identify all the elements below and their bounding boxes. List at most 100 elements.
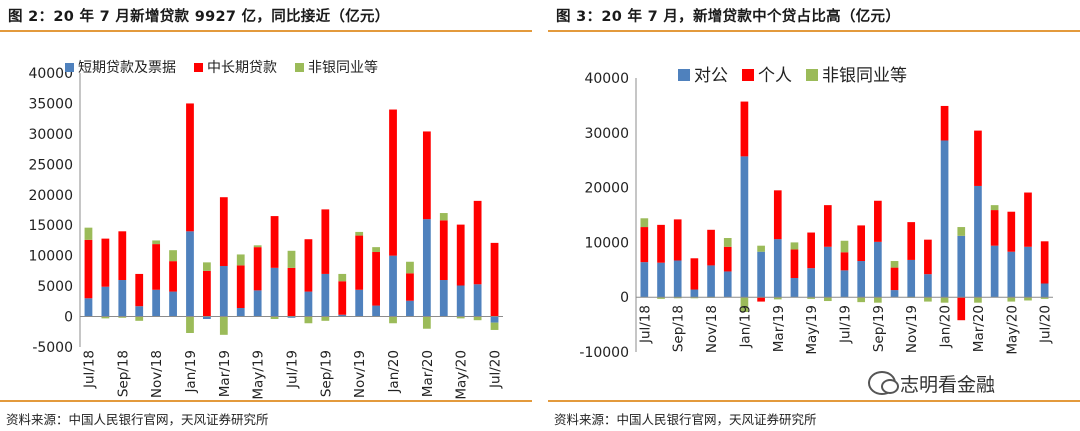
bar-feb-19-series [757,297,765,302]
bar-dec-19-series [924,274,932,298]
left-figure-title: 图 2：20 年 7 月新增贷款 9927 亿，同比接近（亿元） [8,9,390,25]
x-tick-label: Jan/19 [183,350,199,394]
bar-mar-19-series [219,316,228,335]
x-tick-label: Nov/19 [904,305,920,353]
bar-may-19-series [253,290,262,317]
bar-jul-19-series [287,250,296,268]
bar-oct-18-series [135,316,144,321]
x-tick-label: Jul/20 [488,350,504,389]
bar-oct-18-series [690,258,699,290]
x-tick-label: Mar/19 [771,305,787,352]
bar-apr-19-series [236,254,245,266]
x-tick-label: May/20 [454,350,470,400]
left-figure-panel: 图 2：20 年 7 月新增贷款 9927 亿，同比接近（亿元） -5000 0 5… [0,0,532,431]
y-tick-label: 35000 [28,96,73,112]
legend-label: 个人 [758,66,792,86]
y-tick-label: 15000 [28,218,73,234]
bar-jul-19-series [287,267,296,317]
bar-mar-19-series [219,197,228,267]
legend-swatch [806,69,818,81]
bar-jul-18-series [640,262,649,298]
bar-aug-18-series [101,238,110,287]
right-stacked-bar-chart: -10000 0 10000 20000 30000 40000 Jul/18 Sep/18 N… [579,66,1053,361]
bar-jul-20-series [1040,283,1049,298]
bar-oct-18-series [690,297,699,299]
bar-oct-19-series [338,281,347,315]
bar-dec-19-series [924,239,932,275]
bar-jul-19-series [840,240,849,253]
y-tick-label: 30000 [28,127,73,143]
bar-jan-19-series [740,101,749,157]
bar-jan-20-series [389,316,397,324]
legend-label: 中长期贷款 [207,60,277,76]
bar-dec-18-series [169,261,177,292]
bar-mar-20-series [974,297,982,303]
bar-aug-19-series [857,297,866,303]
y-tick-label: 20000 [28,188,73,204]
x-tick-label: Mar/19 [217,350,233,397]
bar-dec-18-series [169,291,177,317]
bar-may-19-series [807,268,815,298]
left-title-divider [0,30,532,32]
bar-mar-19-series [773,190,782,240]
bar-may-20-series [1007,211,1016,252]
bar-sep-18-series [118,316,127,318]
bar-may-19-series [807,232,815,269]
bar-jun-19-series [823,246,832,298]
bar-apr-19-series [236,308,245,317]
bar-sep-18-series [118,231,127,281]
bar-oct-18-series [135,273,144,307]
bar-jan-19-series [186,103,194,232]
bar-apr-19-series [236,265,245,309]
bar-jan-20-series [940,140,949,298]
bar-mar-19-series [219,266,228,317]
x-tick-label: Sep/19 [318,350,334,397]
x-tick-label: Sep/19 [871,305,887,352]
legend-swatch [194,63,203,72]
bar-jan-20-series [389,255,397,317]
x-tick-label: Jul/19 [285,350,301,389]
left-source-note: 资料来源：中国人民银行官网，天风证券研究所 [6,412,269,427]
bar-jul-19-series [840,252,849,271]
bar-jul-18-series [84,227,93,240]
bar-nov-19-series [907,222,916,260]
y-tick-label: 20000 [584,181,629,197]
bar-may-20-series [1007,251,1016,298]
bar-mar-20-series [974,185,982,298]
bar-feb-19-series [203,270,211,317]
bar-sep-19-series [321,273,330,317]
bar-jun-20-series [473,316,482,321]
bar-jun-20-series [1024,246,1032,298]
x-tick-label: Jan/20 [938,305,954,349]
bar-jan-20-series [940,105,949,141]
bar-jul-18-series [640,218,649,228]
x-tick-label: Jul/19 [838,305,854,344]
bar-may-20-series [1007,297,1016,302]
bar-sep-19-series [874,297,882,303]
x-tick-label: Jul/18 [81,350,97,389]
bar-dec-19-series [924,297,932,302]
x-tick-label: Nov/18 [149,350,165,398]
bar-feb-20-series [957,227,966,236]
bar-oct-19-series [890,267,899,291]
legend-swatch [65,63,74,72]
bar-mar-20-series [422,219,431,317]
bar-feb-19-series [757,245,765,252]
bar-sep-18-series [118,280,127,317]
bar-oct-19-series [338,314,347,317]
bar-dec-18-series [723,238,732,247]
right-source-divider [548,400,1080,402]
bar-sep-18-series [673,219,682,261]
bar-nov-18-series [152,240,161,245]
bar-feb-20-series [406,300,414,317]
bar-nov-18-series [707,229,715,266]
bar-jul-19-series [840,270,849,298]
bar-jun-19-series [823,205,832,247]
bar-aug-18-series [657,297,665,299]
bar-feb-19-series [203,316,211,319]
x-tick-label: May/20 [1004,305,1020,355]
bar-apr-19-series [790,242,799,250]
bar-jun-19-series [270,267,279,317]
y-tick-label: 0 [620,290,629,306]
right-figure-title: 图 3：20 年 7 月，新增贷款中个贷占比高（亿元） [556,9,901,25]
